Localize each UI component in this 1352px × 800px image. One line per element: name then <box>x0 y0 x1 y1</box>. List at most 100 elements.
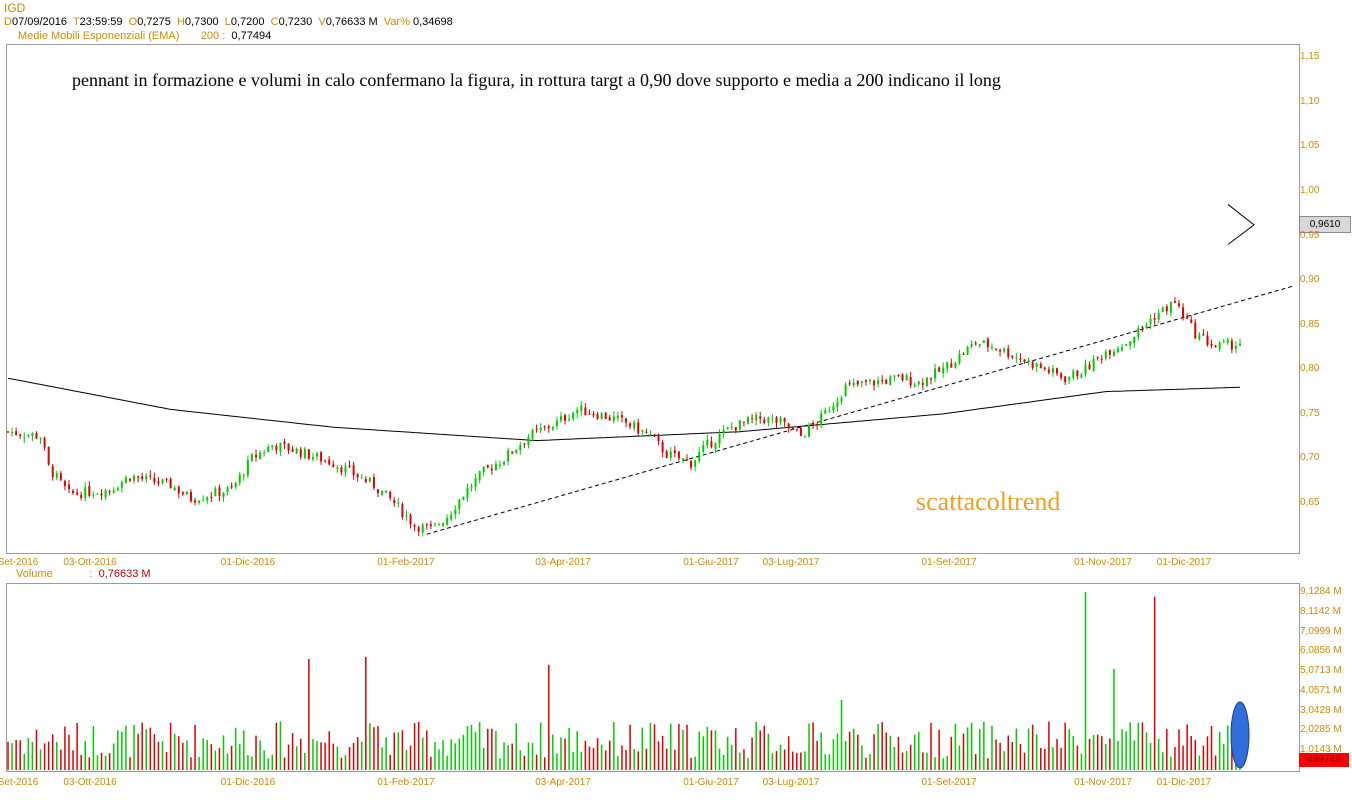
volume-bar <box>169 722 172 770</box>
candle-body <box>324 460 327 462</box>
volume-bar <box>572 751 574 770</box>
volume-bar <box>1190 735 1192 770</box>
candle-body <box>356 474 359 478</box>
volume-bar <box>665 748 668 770</box>
candle-body <box>55 473 58 478</box>
candle-body <box>283 441 286 445</box>
volume-bar <box>1186 724 1188 770</box>
candle-body <box>812 424 815 426</box>
candle-body <box>128 478 131 481</box>
volume-bar <box>430 756 432 770</box>
y-tick-label: 0,75 <box>1300 407 1320 419</box>
volume-bar <box>1019 743 1022 770</box>
candle-body <box>836 401 839 408</box>
candle-body <box>946 362 949 369</box>
candle-body <box>1056 368 1059 374</box>
volume-bar <box>1068 729 1070 770</box>
volume-bar <box>641 727 644 770</box>
volume-bar <box>239 744 241 770</box>
candle-body <box>35 433 38 439</box>
candle-body <box>67 484 70 490</box>
candle-body <box>1100 358 1103 360</box>
volume-bar <box>487 728 489 770</box>
volume-bar <box>186 740 188 770</box>
volume-bar <box>47 741 50 770</box>
volume-bar <box>478 722 481 770</box>
x-tick-label-volume: 01-Dic-2017 <box>1156 777 1212 788</box>
candle-body <box>954 363 957 368</box>
volume-bar <box>1076 745 1079 770</box>
candle-body <box>1125 344 1128 346</box>
candle-body <box>295 448 298 454</box>
candle-body <box>1157 312 1160 320</box>
volume-bar <box>495 731 497 770</box>
volume-bar <box>421 737 424 770</box>
volume-bar <box>682 729 684 770</box>
candle-body <box>23 437 26 439</box>
ohlc-readout: D07/09/2016 T23:59:59 O0,7275 H0,7300 L0… <box>4 16 453 28</box>
candle-body <box>100 493 103 496</box>
volume-readout: Volume : 0,76633 M <box>16 568 151 580</box>
volume-bar <box>15 739 17 770</box>
volume-bar <box>31 741 34 770</box>
volume-bar <box>930 722 932 770</box>
price-chart-panel[interactable] <box>6 44 1300 554</box>
candle-body <box>527 437 530 446</box>
candle-body <box>799 428 802 436</box>
x-tick-label-volume: 03-Apr-2017 <box>535 777 591 788</box>
volume-bar <box>348 747 351 770</box>
candle-body <box>641 430 644 432</box>
candle-body <box>775 417 778 424</box>
y-tick-label: 0,90 <box>1300 274 1320 286</box>
volume-bar <box>324 742 326 770</box>
volume-bar <box>1218 731 1221 770</box>
candle-body <box>1149 318 1152 325</box>
candle-body <box>1173 301 1176 303</box>
volume-chart-panel[interactable] <box>6 583 1300 772</box>
volume-bar <box>718 748 721 770</box>
volume-bar <box>1125 731 1127 770</box>
candle-body <box>1182 307 1185 318</box>
volume-bar <box>112 743 115 770</box>
candle-body <box>690 460 693 468</box>
candle-body <box>588 413 591 415</box>
volume-bar <box>690 757 692 770</box>
candle-body <box>185 491 188 495</box>
candle-body <box>413 525 416 527</box>
candle-body <box>1161 307 1164 313</box>
volume-bar <box>1222 743 1225 770</box>
volume-bar <box>1080 753 1083 770</box>
candle-body <box>901 374 904 381</box>
candle-body <box>348 465 351 467</box>
volume-bar <box>653 724 656 770</box>
candle-body <box>531 429 534 439</box>
candle-body <box>755 414 758 421</box>
volume-bar <box>291 733 294 770</box>
volume-bar <box>763 725 766 770</box>
volume-bar <box>255 735 257 770</box>
candle-body <box>490 468 493 471</box>
candle-body <box>238 474 241 483</box>
watermark-text: scattacoltrend <box>916 487 1061 516</box>
volume-bar <box>617 756 619 770</box>
candle-body <box>165 478 168 480</box>
candle-body <box>417 527 420 532</box>
candle-body <box>1214 345 1217 348</box>
candle-body <box>1015 357 1018 359</box>
volume-bar <box>999 742 1001 770</box>
volume-bar <box>913 734 916 770</box>
volume-bar <box>698 731 700 770</box>
volume-bar <box>393 732 396 770</box>
candle-body <box>559 416 562 421</box>
volume-bar <box>657 741 660 770</box>
candle-body <box>1007 348 1010 357</box>
candle-body <box>198 500 201 503</box>
volume-bar <box>454 743 457 770</box>
volume-bar <box>852 728 855 770</box>
candle-body <box>938 367 941 372</box>
candle-body <box>698 452 701 462</box>
volume-bar <box>865 757 867 770</box>
candle-body <box>572 412 575 419</box>
candle-body <box>275 445 278 451</box>
volume-bar <box>1149 743 1152 770</box>
